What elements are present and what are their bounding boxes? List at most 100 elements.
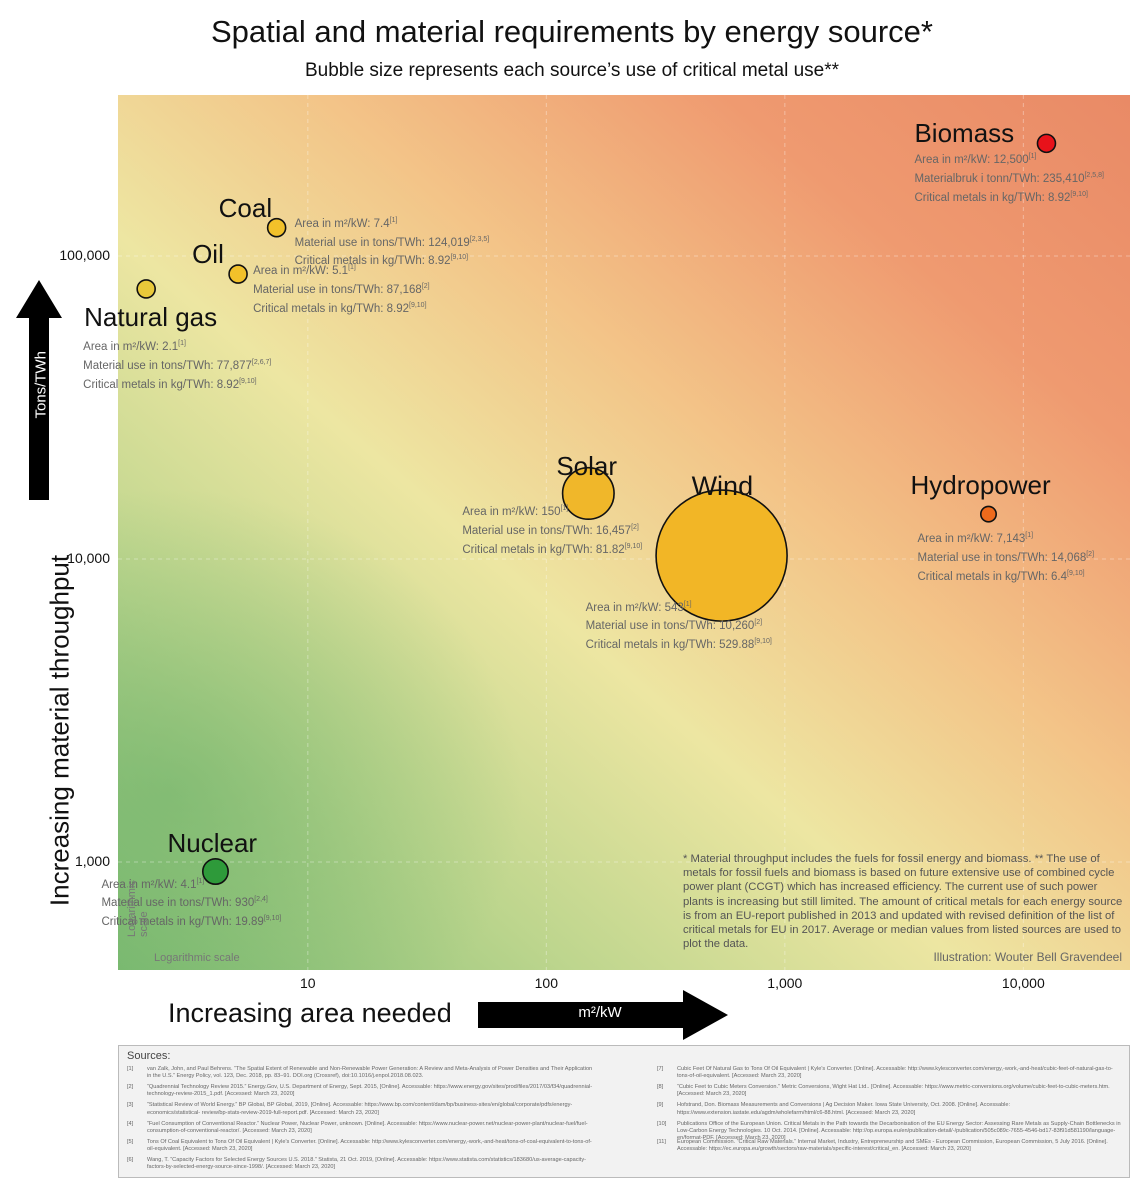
source-name-nuclear: Nuclear: [167, 827, 258, 858]
y-log-scale-note: Logarithmic scale: [126, 880, 150, 937]
annotation-text: Area in m²/kW: 2.1: [83, 340, 179, 353]
annotation-line: Area in m²/kW: 7,143[1]: [917, 528, 1094, 547]
annotation-solar: Area in m²/kW: 150[1] Material use in ton…: [462, 501, 642, 557]
annotation-text: Material use in tons/TWh: 14,068: [917, 551, 1087, 564]
annotation-line: Critical metals in kg/TWh: 6.4[9,10]: [917, 566, 1094, 585]
reference-number: [2]: [127, 1084, 134, 1091]
annotation-ref: [1]: [683, 600, 692, 608]
annotation-text: Critical metals in kg/TWh: 529.88: [585, 639, 755, 652]
annotation-line: Material use in tons/TWh: 77,877[2,6,7]: [83, 355, 271, 374]
reference-text: “Statistical Review of World Energy.” BP…: [147, 1102, 573, 1116]
footnote: * Material throughput includes the fuels…: [683, 853, 1123, 951]
source-name-coal: Coal: [218, 192, 273, 223]
plot-area: [118, 95, 1130, 970]
x-axis-label: Increasing area needed: [168, 998, 452, 1028]
x-axis-unit: m²/kW: [578, 1004, 622, 1021]
annotation-ref: [9,10]: [409, 301, 427, 309]
source-name-hydropower: Hydropower: [910, 470, 1051, 501]
y-tick-label: 100,000: [59, 247, 110, 264]
source-name-natural-gas: Natural gas: [84, 301, 218, 332]
annotation-ref: [1]: [1025, 532, 1034, 540]
x-tick-label: 1,000: [767, 975, 803, 991]
annotation-text: Critical metals in kg/TWh: 8.92: [294, 255, 451, 268]
annotation-text: Area in m²/kW: 150: [462, 506, 561, 519]
annotation-ref: [1]: [1028, 153, 1037, 161]
annotation-ref: [1]: [196, 877, 205, 885]
annotation-text: Area in m²/kW: 7,143: [917, 532, 1026, 545]
y-axis-label: Increasing material throughput: [44, 554, 75, 907]
annotation-text: Materialbruk i tonn/TWh: 235,410: [914, 173, 1085, 186]
y-axis-arrow: [16, 280, 62, 500]
annotation-line: Materialbruk i tonn/TWh: 235,410[2,5,8]: [914, 168, 1104, 187]
annotation-ref: [2,6,7]: [251, 358, 272, 366]
y-log-wrapper: Logarithmic scale: [118, 95, 158, 970]
bubble-biomass: [1036, 133, 1057, 154]
annotation-ref: [9,10]: [239, 377, 257, 385]
annotation-line: Critical metals in kg/TWh: 8.92[9,10]: [253, 298, 430, 317]
annotation-ref: [9,10]: [263, 915, 282, 923]
annotation-text: Material use in tons/TWh: 77,877: [83, 359, 252, 372]
annotation-line: Area in m²/kW: 543[1]: [586, 597, 772, 616]
reference-text: “Fuel Consumption of Conventional Reacto…: [147, 1120, 588, 1134]
annotation-ref: [2]: [754, 619, 763, 627]
annotation-line: Area in m²/kW: 2.1[1]: [83, 336, 271, 355]
reference-item: [1] van Zalk, John, and Paul Behrens. “Th…: [127, 1066, 593, 1080]
annotation-line: Material use in tons/TWh: 87,168[2]: [253, 279, 430, 298]
annotation-ref: [2,4]: [254, 896, 268, 904]
x-tick-label: 10: [300, 975, 316, 991]
annotation-line: Critical metals in kg/TWh: 19.89[9,10]: [101, 911, 281, 930]
bubble-coal: [266, 217, 287, 238]
annotation-text: Material use in tons/TWh: 930: [101, 897, 255, 910]
reference-item: [2] “Quadrennial Technology Review 2015.”…: [127, 1084, 593, 1098]
x-tick-label: 10,000: [1001, 975, 1045, 991]
annotation-line: Area in m²/kW: 150[1]: [462, 501, 642, 520]
plot-svg: [118, 95, 1130, 970]
reference-text: Publications Office of the European Unio…: [677, 1120, 1121, 1141]
y-tick-label: 10,000: [67, 549, 110, 566]
annotation-text: Area in m²/kW: 7.4: [294, 217, 390, 230]
y-tick-label: 1,000: [74, 852, 110, 869]
bubble-natural-gas: [136, 279, 156, 299]
annotation-wind: Area in m²/kW: 543[1] Material use in ton…: [586, 597, 772, 653]
annotation-ref: [2,3,5]: [469, 235, 490, 243]
reference-number: [6]: [127, 1157, 134, 1163]
annotation-ref: [1]: [560, 505, 569, 513]
annotation-line: Critical metals in kg/TWh: 529.88[9,10]: [586, 634, 772, 653]
reference-text: “Cubic Feet to Cubic Meters Conversion.”…: [677, 1084, 1110, 1098]
annotation-hydropower: Area in m²/kW: 7,143[1] Material use in t…: [917, 528, 1094, 584]
annotation-ref: [9,10]: [754, 638, 772, 646]
annotation-text: Material use in tons/TWh: 124,019: [294, 236, 470, 249]
reference-item: [5] Tons Of Coal Equivalent to Tons Of Oi…: [127, 1139, 593, 1153]
y-axis-unit: Tons/TWh: [32, 350, 50, 419]
annotation-text: Material use in tons/TWh: 10,260: [585, 620, 755, 633]
reference-item: [6] Wang, T. “Capacity Factors for Select…: [127, 1157, 593, 1171]
reference-text: Tons Of Coal Equivalent to Tons Of Oil E…: [147, 1138, 592, 1152]
x-arrow-icon: [478, 990, 728, 1040]
annotation-line: Area in m²/kW: 5.1[1]: [253, 260, 430, 279]
source-name-oil: Oil: [192, 239, 224, 270]
annotation-text: Area in m²/kW: 4.1: [101, 878, 197, 891]
source-name-solar: Solar: [556, 451, 618, 482]
annotation-ref: [2]: [1086, 550, 1095, 558]
illustration-credit: Illustration: Wouter Bell Gravendeel: [933, 950, 1122, 964]
annotation-text: Critical metals in kg/TWh: 6.4: [917, 570, 1068, 583]
reference-number: [11]: [657, 1138, 666, 1145]
bubble-solar: [561, 466, 615, 520]
chart-title: Spatial and material requirements by ene…: [211, 14, 933, 49]
reference-item: [3] “Statistical Review of World Energy.”…: [127, 1102, 593, 1116]
annotation-ref: [2]: [631, 524, 639, 532]
annotation-line: Critical metals in kg/TWh: 81.82[9,10]: [462, 539, 642, 558]
annotation-ref: [9,10]: [624, 543, 643, 551]
annotation-line: Critical metals in kg/TWh: 8.92[9,10]: [83, 374, 271, 393]
reference-text: van Zalk, John, and Paul Behrens. “The S…: [147, 1066, 593, 1080]
annotation-line: Area in m²/kW: 12,500[1]: [914, 149, 1104, 168]
annotation-line: Material use in tons/TWh: 10,260[2]: [586, 615, 772, 634]
annotation-text: Critical metals in kg/TWh: 8.92: [914, 191, 1071, 204]
annotation-ref: [2]: [421, 282, 430, 290]
annotation-biomass: Area in m²/kW: 12,500[1] Materialbruk i t…: [914, 149, 1104, 205]
annotation-line: Area in m²/kW: 7.4[1]: [295, 213, 490, 232]
annotation-text: Critical metals in kg/TWh: 8.92: [253, 302, 409, 315]
annotation-ref: [9,10]: [1067, 569, 1085, 577]
bubble-oil: [228, 264, 248, 284]
annotation-text: Critical metals in kg/TWh: 19.89: [101, 916, 264, 928]
